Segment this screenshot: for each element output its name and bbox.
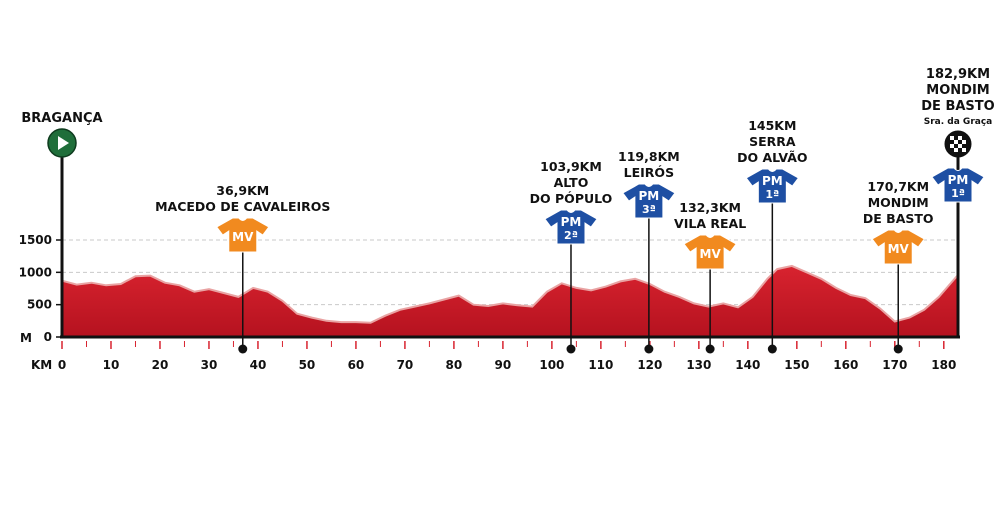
climb-km-label: 170,7KM	[867, 179, 929, 194]
x-tick-label: 130	[686, 358, 711, 372]
jersey-type: MV	[700, 247, 722, 261]
climb-name-label: VILA REAL	[674, 216, 746, 231]
finish-sub: Sra. da Graça	[924, 117, 993, 127]
checker-square	[962, 140, 966, 144]
climb-name-label: MACEDO DE CAVALEIROS	[155, 199, 330, 214]
climb-km-label: 119,8KM	[618, 149, 680, 164]
finish-name: DE BASTO	[921, 99, 994, 114]
elevation-line	[61, 264, 959, 324]
x-tick-label: 0	[58, 358, 66, 372]
checker-square	[950, 144, 954, 148]
jersey-category: 2ª	[564, 229, 578, 242]
sprint-jersey-icon: MV	[683, 234, 737, 270]
jersey-type: PM	[561, 215, 582, 229]
x-tick-label: 90	[495, 358, 512, 372]
elevation-area	[62, 265, 958, 337]
jersey-type: PM	[762, 174, 783, 188]
jersey-body	[622, 183, 676, 219]
climb-dot	[644, 344, 654, 354]
x-tick-label: 170	[882, 358, 907, 372]
climb-name-label: DO PÓPULO	[530, 191, 613, 206]
elevation-profile	[61, 264, 959, 337]
jersey-category: 3ª	[642, 203, 656, 216]
checker-square	[962, 148, 966, 152]
jersey-type: PM	[948, 173, 969, 187]
jersey-category: 1ª	[765, 188, 779, 201]
checker-square	[958, 136, 962, 140]
climb-km-label: 103,9KM	[540, 159, 602, 174]
y-tick-label: 1500	[19, 233, 52, 247]
climb-dot	[705, 344, 715, 354]
x-tick-label: 10	[103, 358, 120, 372]
x-tick-label: 100	[539, 358, 564, 372]
x-unit-label: KM	[31, 358, 52, 372]
x-tick-label: 20	[152, 358, 169, 372]
y-tick-label: 1000	[19, 265, 52, 279]
x-tick-label: 180	[931, 358, 956, 372]
x-tick-label: 110	[588, 358, 613, 372]
x-tick-label: 40	[250, 358, 267, 372]
checker-square	[954, 148, 958, 152]
jersey-category: 1ª	[951, 187, 965, 200]
y-tick-label: 500	[27, 298, 52, 312]
sprint-jersey-icon: MV	[871, 229, 925, 265]
climb-name-label: LEIRÓS	[624, 165, 674, 180]
climb-name-label: SERRA	[749, 134, 796, 149]
checker-square	[954, 140, 958, 144]
y-tick-label: 0	[44, 330, 52, 344]
x-tick-label: 80	[446, 358, 463, 372]
jersey-type: MV	[232, 230, 254, 244]
climb-dot	[238, 344, 248, 354]
climb-dot	[767, 344, 777, 354]
climb-dot	[893, 344, 903, 354]
x-tick-label: 120	[637, 358, 662, 372]
x-tick-label: 50	[299, 358, 316, 372]
climb-name-label: DO ALVÃO	[737, 150, 807, 165]
jersey-body	[216, 217, 270, 253]
checker-square	[958, 144, 962, 148]
play-icon	[58, 136, 69, 150]
climb-name-label: ALTO	[554, 175, 589, 190]
climb-dot	[566, 344, 576, 354]
x-tick-label: 60	[348, 358, 365, 372]
climb-km-label: 132,3KM	[679, 200, 741, 215]
x-tick-label: 160	[833, 358, 858, 372]
x-tick-label: 70	[397, 358, 414, 372]
x-tick-label: 140	[735, 358, 760, 372]
x-tick-label: 150	[784, 358, 809, 372]
jersey-body	[544, 209, 598, 245]
x-tick-label: 30	[201, 358, 218, 372]
climb-name-label: MONDIM	[868, 195, 929, 210]
jersey-body	[931, 167, 985, 203]
jersey-body	[683, 234, 737, 270]
climb-name-label: DE BASTO	[863, 211, 934, 226]
jersey-type: MV	[888, 242, 910, 256]
climb-km-label: 145KM	[748, 118, 796, 133]
climb-km-label: 36,9KM	[216, 183, 269, 198]
sprint-jersey-icon: MV	[216, 217, 270, 253]
jersey-body	[871, 229, 925, 265]
jersey-type: PM	[639, 189, 660, 203]
y-unit-label: M	[20, 331, 32, 345]
finish-km: 182,9KM	[926, 67, 990, 82]
jersey-body	[745, 168, 800, 204]
checker-square	[950, 136, 954, 140]
start-name: BRAGANÇA	[21, 111, 102, 126]
finish-name: MONDIM	[926, 83, 989, 98]
